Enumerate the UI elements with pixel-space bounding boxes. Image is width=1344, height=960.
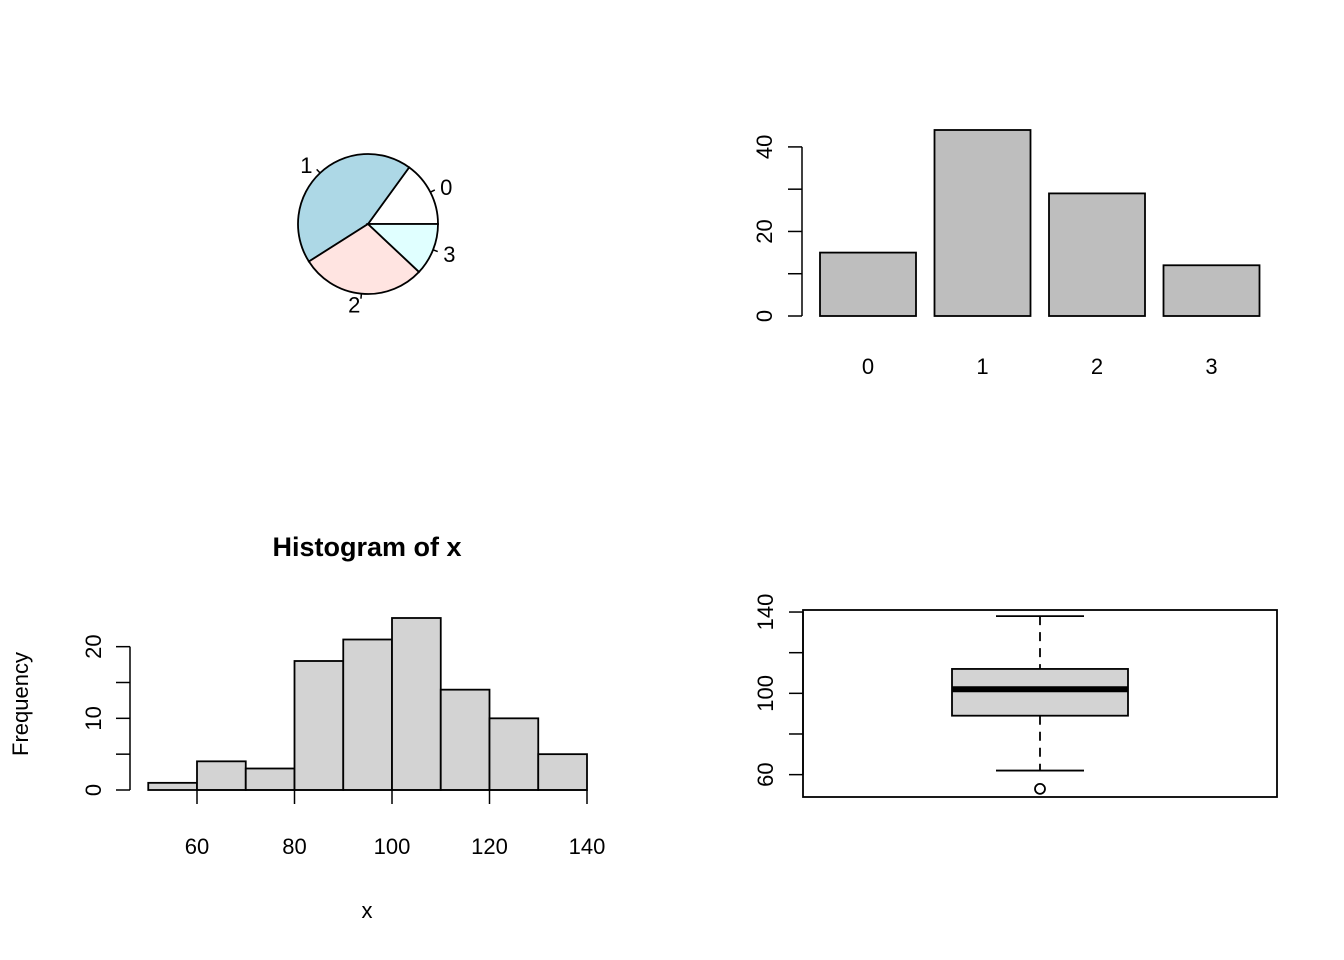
x-tick-label: 0	[862, 354, 874, 379]
x-tick-label: 80	[282, 834, 306, 859]
x-tick-label: 140	[569, 834, 606, 859]
histogram-panel: Histogram of x x Frequency 60 80 100 120 140…	[8, 532, 605, 923]
pie-slice-label: 0	[440, 175, 452, 200]
y-tick-label: 40	[752, 135, 777, 159]
y-tick-label: 60	[753, 762, 778, 786]
histogram-y-axis-label: Frequency	[8, 652, 33, 756]
histogram-bar	[537, 753, 588, 791]
histogram-bar	[488, 717, 540, 791]
y-tick-label: 20	[81, 634, 106, 658]
pie-slice	[366, 166, 439, 225]
bar	[819, 251, 917, 317]
outlier-point	[1034, 782, 1046, 795]
y-tick-label: 140	[753, 594, 778, 631]
bar	[1048, 192, 1146, 317]
x-tick-label: 100	[374, 834, 411, 859]
histogram-title: Histogram of x	[272, 532, 461, 562]
x-tick-label: 60	[185, 834, 209, 859]
histogram-bar	[439, 688, 491, 791]
x-tick-label: 3	[1205, 354, 1217, 379]
histogram-bar	[196, 760, 247, 791]
box-iqr	[951, 668, 1129, 717]
bar	[1162, 264, 1261, 317]
pie-slice	[365, 223, 439, 274]
histogram-x-axis-label: x	[362, 898, 373, 923]
bar	[933, 129, 1032, 317]
y-tick-label: 100	[753, 675, 778, 712]
pie-slice	[307, 222, 421, 295]
histogram-bar	[147, 781, 198, 791]
histogram-bar	[244, 767, 296, 791]
pie-slice	[297, 153, 411, 263]
pie-slice-label: 2	[348, 293, 360, 318]
pie-chart-panel: 0 1 2 3	[297, 153, 456, 318]
y-tick-label: 0	[81, 784, 106, 796]
x-tick-label: 120	[471, 834, 508, 859]
histogram-bar	[342, 638, 393, 791]
y-tick-label: 0	[752, 310, 777, 322]
pie-label-tick	[430, 189, 436, 193]
pie-slice-label: 3	[443, 242, 455, 267]
boxplot-panel: 60 100 140	[753, 594, 1278, 798]
histogram-bar	[391, 617, 442, 791]
pie-slice-label: 1	[300, 153, 312, 178]
x-tick-label: 2	[1091, 354, 1103, 379]
x-tick-label: 1	[976, 354, 988, 379]
y-tick-label: 10	[81, 706, 106, 730]
histogram-bar	[293, 660, 345, 791]
y-tick-label: 20	[752, 219, 777, 243]
pie-label-tick	[316, 168, 321, 174]
pie-label-tick	[432, 249, 439, 253]
bar-chart-panel: 0 1 2 3 0 20 40	[752, 129, 1261, 379]
